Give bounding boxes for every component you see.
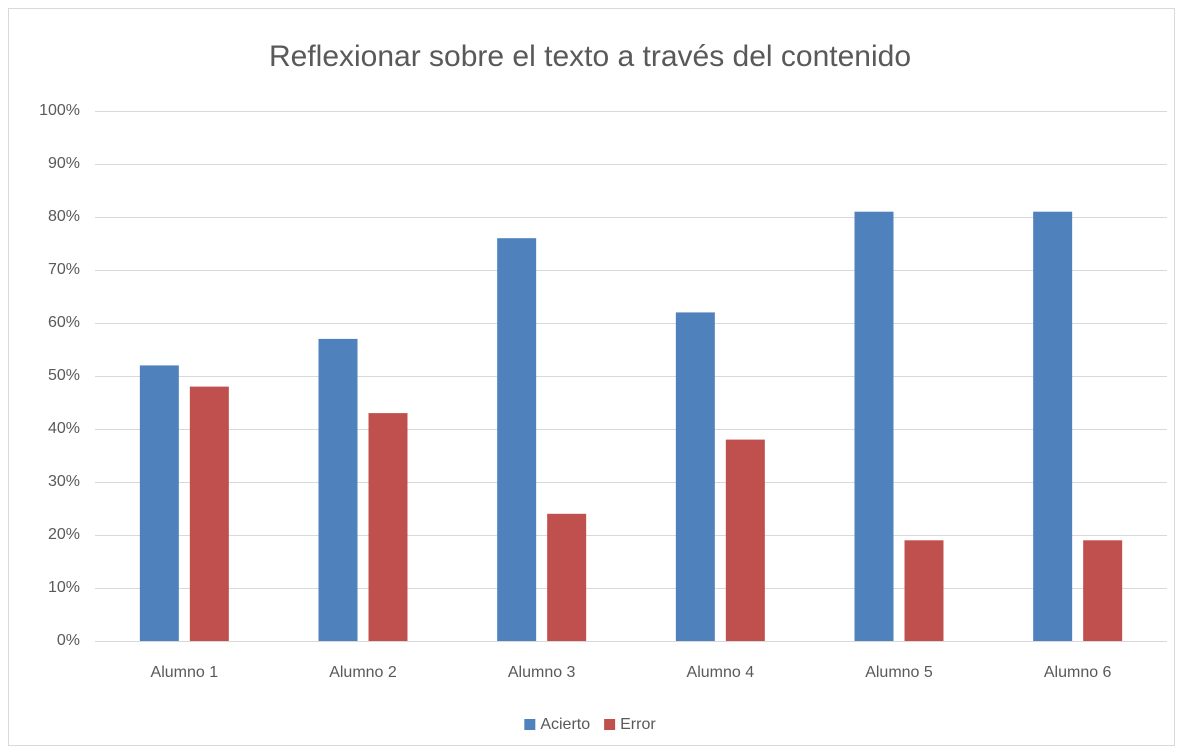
chart-title: Reflexionar sobre el texto a través del … bbox=[269, 40, 911, 73]
legend-label: Error bbox=[620, 716, 656, 733]
y-tick-label: 10% bbox=[48, 579, 80, 596]
y-tick-label: 70% bbox=[48, 261, 80, 278]
y-tick-label: 60% bbox=[48, 314, 80, 331]
bar bbox=[1033, 211, 1073, 641]
legend-swatch bbox=[524, 719, 536, 730]
x-tick-label: Alumno 3 bbox=[508, 664, 576, 681]
bar bbox=[139, 365, 179, 641]
legend-label: Acierto bbox=[540, 716, 590, 733]
y-tick-label: 30% bbox=[48, 473, 80, 490]
x-tick-label: Alumno 1 bbox=[151, 664, 219, 681]
bar bbox=[1083, 540, 1123, 641]
y-tick-label: 100% bbox=[39, 102, 80, 119]
bar bbox=[725, 439, 765, 641]
y-tick-label: 80% bbox=[48, 208, 80, 225]
x-tick-label: Alumno 6 bbox=[1044, 664, 1112, 681]
y-tick-label: 20% bbox=[48, 526, 80, 543]
x-tick-label: Alumno 5 bbox=[865, 664, 933, 681]
legend-swatch bbox=[604, 719, 616, 730]
bar bbox=[368, 413, 408, 641]
y-tick-label: 90% bbox=[48, 155, 80, 172]
y-tick-label: 40% bbox=[48, 420, 80, 437]
bar bbox=[189, 386, 229, 641]
y-tick-label: 0% bbox=[57, 632, 80, 649]
bar bbox=[547, 513, 587, 641]
bar bbox=[904, 540, 944, 641]
bar bbox=[854, 211, 894, 641]
y-tick-label: 50% bbox=[48, 367, 80, 384]
x-tick-label: Alumno 2 bbox=[329, 664, 397, 681]
bar bbox=[675, 312, 715, 641]
bar bbox=[497, 238, 537, 641]
x-tick-label: Alumno 4 bbox=[687, 664, 755, 681]
bar bbox=[318, 338, 358, 641]
